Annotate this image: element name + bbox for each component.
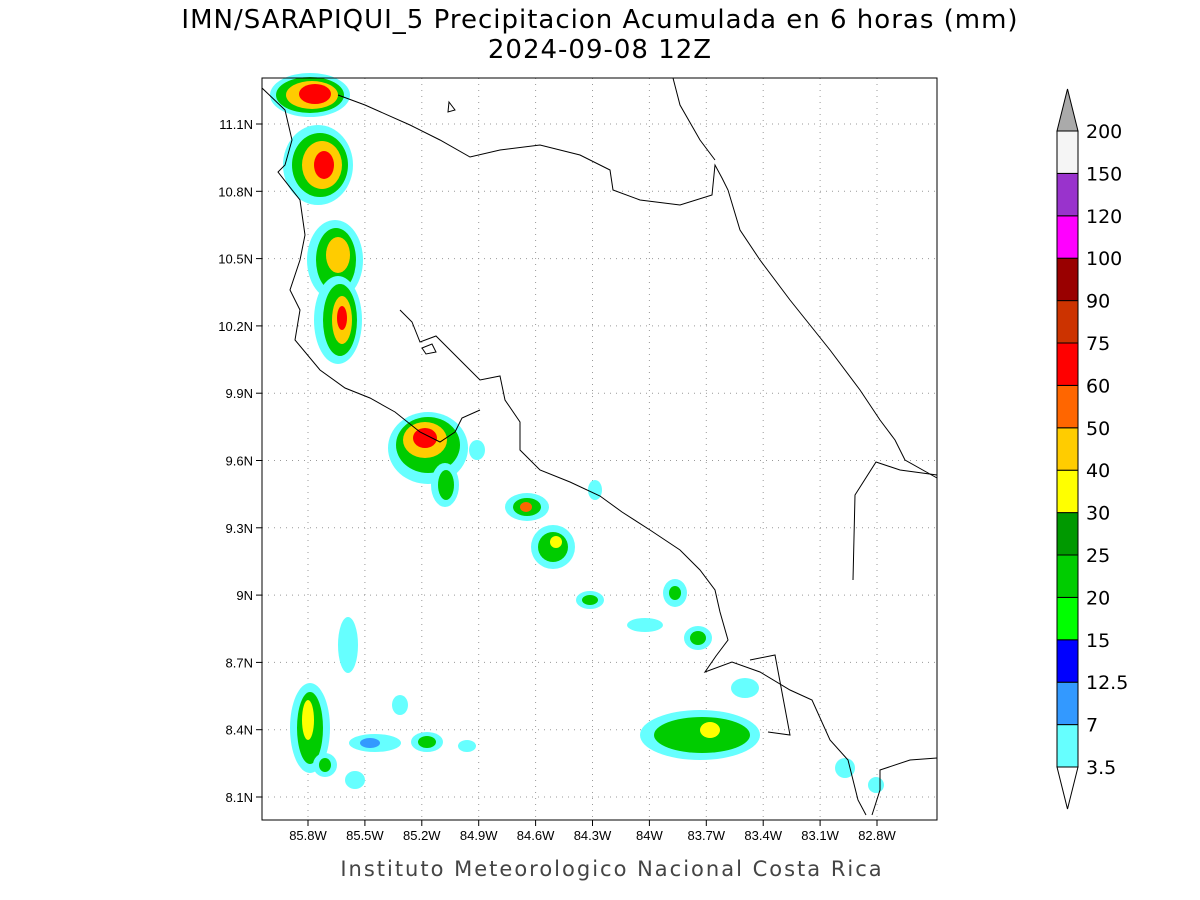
lat-tick-label: 10.2N bbox=[218, 319, 253, 334]
lat-tick-label: 9N bbox=[236, 588, 253, 603]
lat-tick-label: 8.7N bbox=[226, 655, 253, 670]
footer: Instituto Meteorologico Nacional Costa R… bbox=[340, 857, 883, 881]
lon-tick-label: 83.4W bbox=[744, 828, 782, 843]
colorbar-box bbox=[1056, 300, 1079, 344]
lon-tick-label: 83.1W bbox=[801, 828, 839, 843]
lat-tick-label: 8.4N bbox=[226, 723, 253, 738]
colorbar-label: 25 bbox=[1086, 545, 1110, 567]
lat-tick-label: 9.6N bbox=[226, 454, 253, 469]
lon-tick-label: 85.2W bbox=[403, 828, 441, 843]
title: IMN/SARAPIQUI_5 Precipitacion Acumulada … bbox=[181, 5, 1018, 35]
colorbar-box bbox=[1056, 342, 1079, 386]
colorbar-box bbox=[1056, 596, 1079, 641]
colorbar-label: 40 bbox=[1086, 460, 1110, 482]
rain-cell bbox=[270, 73, 884, 793]
colorbar-above bbox=[1056, 88, 1079, 132]
colorbar-label: 200 bbox=[1086, 121, 1122, 143]
colorbar-box bbox=[1056, 257, 1079, 302]
colorbar-box bbox=[1056, 724, 1079, 768]
precipitation bbox=[270, 73, 884, 793]
colorbar-box bbox=[1056, 554, 1079, 598]
lon-tick-label: 85.8W bbox=[289, 828, 327, 843]
colorbar-label: 90 bbox=[1086, 291, 1110, 313]
lon-tick-label: 85.5W bbox=[346, 828, 384, 843]
colorbar-box bbox=[1056, 512, 1079, 556]
coastlines bbox=[261, 77, 938, 816]
colorbar-below bbox=[1056, 766, 1079, 810]
colorbar-box bbox=[1056, 215, 1079, 259]
colorbar-box bbox=[1056, 681, 1079, 726]
colorbar-label: 20 bbox=[1086, 587, 1110, 609]
map-frame bbox=[261, 77, 938, 821]
lat-tick-label: 9.9N bbox=[226, 386, 253, 401]
lat-tick-label: 11.1N bbox=[219, 117, 253, 132]
colorbar-box bbox=[1056, 427, 1079, 471]
colorbar-label: 100 bbox=[1086, 248, 1122, 270]
colorbar-label: 30 bbox=[1086, 503, 1110, 525]
colorbar-label: 3.5 bbox=[1086, 757, 1116, 779]
colorbar-label: 50 bbox=[1086, 418, 1110, 440]
lat-tick-label: 10.8N bbox=[218, 184, 253, 199]
lat-tick-label: 8.1N bbox=[226, 790, 253, 805]
colorbar-label: 150 bbox=[1086, 163, 1122, 185]
colorbar-label: 120 bbox=[1086, 206, 1122, 228]
lon-tick-label: 82.8W bbox=[858, 828, 896, 843]
lon-tick-label: 84W bbox=[636, 828, 663, 843]
lon-tick-label: 84.9W bbox=[460, 828, 498, 843]
colorbar-label: 12.5 bbox=[1086, 672, 1128, 694]
lat-tick-label: 10.5N bbox=[218, 252, 253, 267]
colorbar-box bbox=[1056, 639, 1079, 683]
colorbar-box bbox=[1056, 384, 1079, 429]
lon-tick-label: 84.6W bbox=[517, 828, 555, 843]
lat-tick-label: 9.3N bbox=[226, 521, 253, 536]
colorbar-box bbox=[1056, 172, 1079, 217]
subtitle: 2024-09-08 12Z bbox=[488, 35, 712, 65]
colorbar-box bbox=[1056, 130, 1079, 174]
colorbar-box bbox=[1056, 469, 1079, 514]
colorbar-label: 60 bbox=[1086, 375, 1110, 397]
lon-tick-label: 83.7W bbox=[688, 828, 726, 843]
colorbar-label: 15 bbox=[1086, 630, 1110, 652]
colorbar-label: 75 bbox=[1086, 333, 1110, 355]
lon-tick-label: 84.3W bbox=[574, 828, 612, 843]
colorbar-label: 7 bbox=[1086, 715, 1098, 737]
